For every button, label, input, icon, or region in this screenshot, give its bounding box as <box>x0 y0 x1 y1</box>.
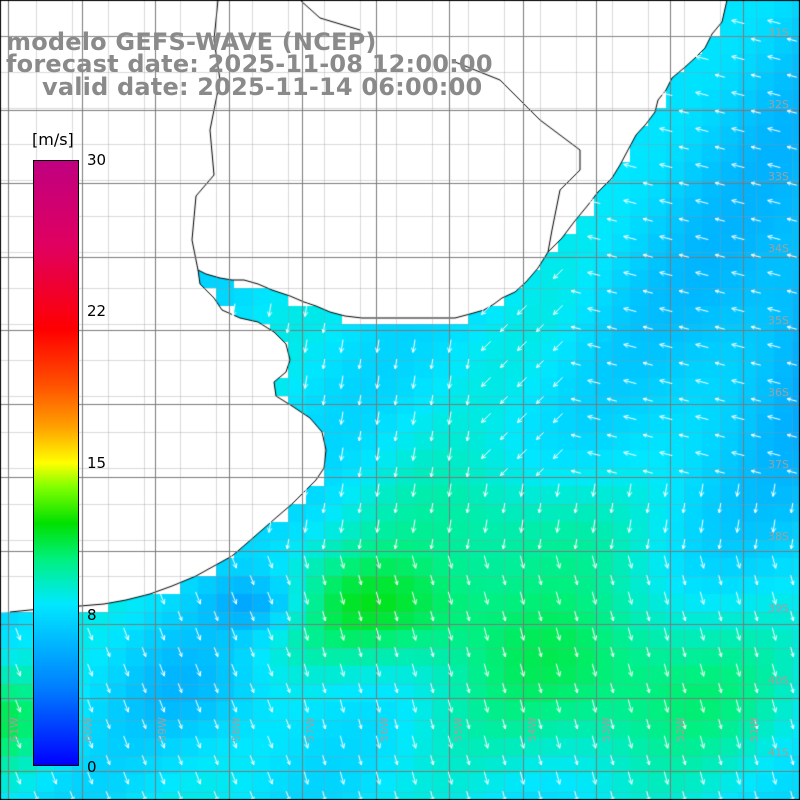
colorbar-tick-0: 0 <box>87 758 97 776</box>
model-title: modelo GEFS-WAVE (NCEP) <box>6 28 377 56</box>
lon-label-52w: 52W <box>674 717 687 742</box>
lat-label-40s: 40S <box>768 674 789 687</box>
lon-label-58w: 58W <box>230 717 243 742</box>
lon-label-59w: 59W <box>156 717 169 742</box>
lat-label-39s: 39S <box>768 602 789 615</box>
lon-label-61w: 61W <box>8 717 21 742</box>
lat-label-41s: 41S <box>768 746 789 759</box>
lat-label-34s: 34S <box>768 242 789 255</box>
valid-date-title: valid date: 2025-11-14 06:00:00 <box>42 73 483 101</box>
lon-label-56w: 56W <box>378 717 391 742</box>
colorbar-tick-22: 22 <box>87 302 107 320</box>
colorbar-gradient <box>34 161 78 765</box>
lat-label-35s: 35S <box>768 314 789 327</box>
lon-label-51w: 51W <box>748 717 761 742</box>
lat-label-36s: 36S <box>768 386 789 399</box>
lon-label-53w: 53W <box>600 717 613 742</box>
lat-label-37s: 37S <box>768 458 789 471</box>
colorbar-tick-15: 15 <box>87 454 107 472</box>
colorbar <box>33 160 79 766</box>
lat-label-38s: 38S <box>768 530 789 543</box>
lon-label-54w: 54W <box>526 717 539 742</box>
lon-label-55w: 55W <box>452 717 465 742</box>
lon-label-60w: 60W <box>82 717 95 742</box>
lat-label-32s: 32S <box>768 98 789 111</box>
forecast-date-title: forecast date: 2025-11-08 12:00:00 <box>6 50 493 78</box>
colorbar-unit-label: [m/s] <box>32 130 74 149</box>
lat-label-31s: 31S <box>768 26 789 39</box>
lat-label-33s: 33S <box>768 170 789 183</box>
colorbar-tick-8: 8 <box>87 606 97 624</box>
lon-label-57w: 57W <box>304 717 317 742</box>
colorbar-tick-30: 30 <box>87 151 107 169</box>
